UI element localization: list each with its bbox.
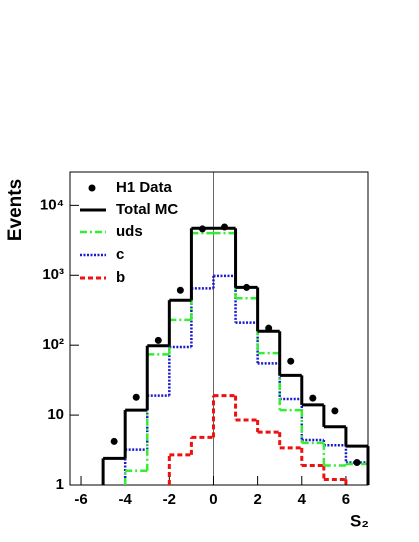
- x-tick-label: 0: [209, 491, 217, 508]
- y-tick-label: 1: [56, 476, 64, 493]
- y-tick-label: 10⁴: [40, 196, 64, 213]
- data-point: [154, 336, 162, 344]
- data-point: [353, 458, 361, 466]
- legend-label: b: [116, 269, 125, 286]
- y-axis-label: Events: [5, 179, 26, 241]
- legend-marker: [88, 184, 96, 192]
- data-point: [243, 283, 251, 291]
- data-point: [309, 394, 317, 402]
- x-tick-label: 4: [298, 491, 307, 508]
- x-tick-label: -2: [163, 491, 176, 508]
- legend-label: Total MC: [116, 201, 178, 218]
- legend-label: uds: [116, 223, 143, 240]
- x-tick-label: 6: [342, 491, 350, 508]
- x-axis-label: S₂: [350, 511, 369, 530]
- data-point: [265, 324, 273, 332]
- legend-label: c: [116, 246, 124, 263]
- data-point: [221, 223, 229, 231]
- data-point: [110, 437, 118, 445]
- data-point: [176, 286, 184, 294]
- y-tick-label: 10: [47, 406, 64, 423]
- data-point: [198, 225, 206, 233]
- plot-frame: [69, 171, 369, 486]
- data-point: [287, 357, 295, 365]
- y-tick-label: 10³: [42, 266, 64, 283]
- data-point: [331, 407, 339, 415]
- data-point: [132, 393, 140, 401]
- x-tick-label: 2: [253, 491, 261, 508]
- y-tick-label: 10²: [42, 336, 64, 353]
- x-tick-label: -6: [74, 491, 87, 508]
- legend-label: H1 Data: [116, 179, 173, 196]
- x-tick-label: -4: [119, 491, 133, 508]
